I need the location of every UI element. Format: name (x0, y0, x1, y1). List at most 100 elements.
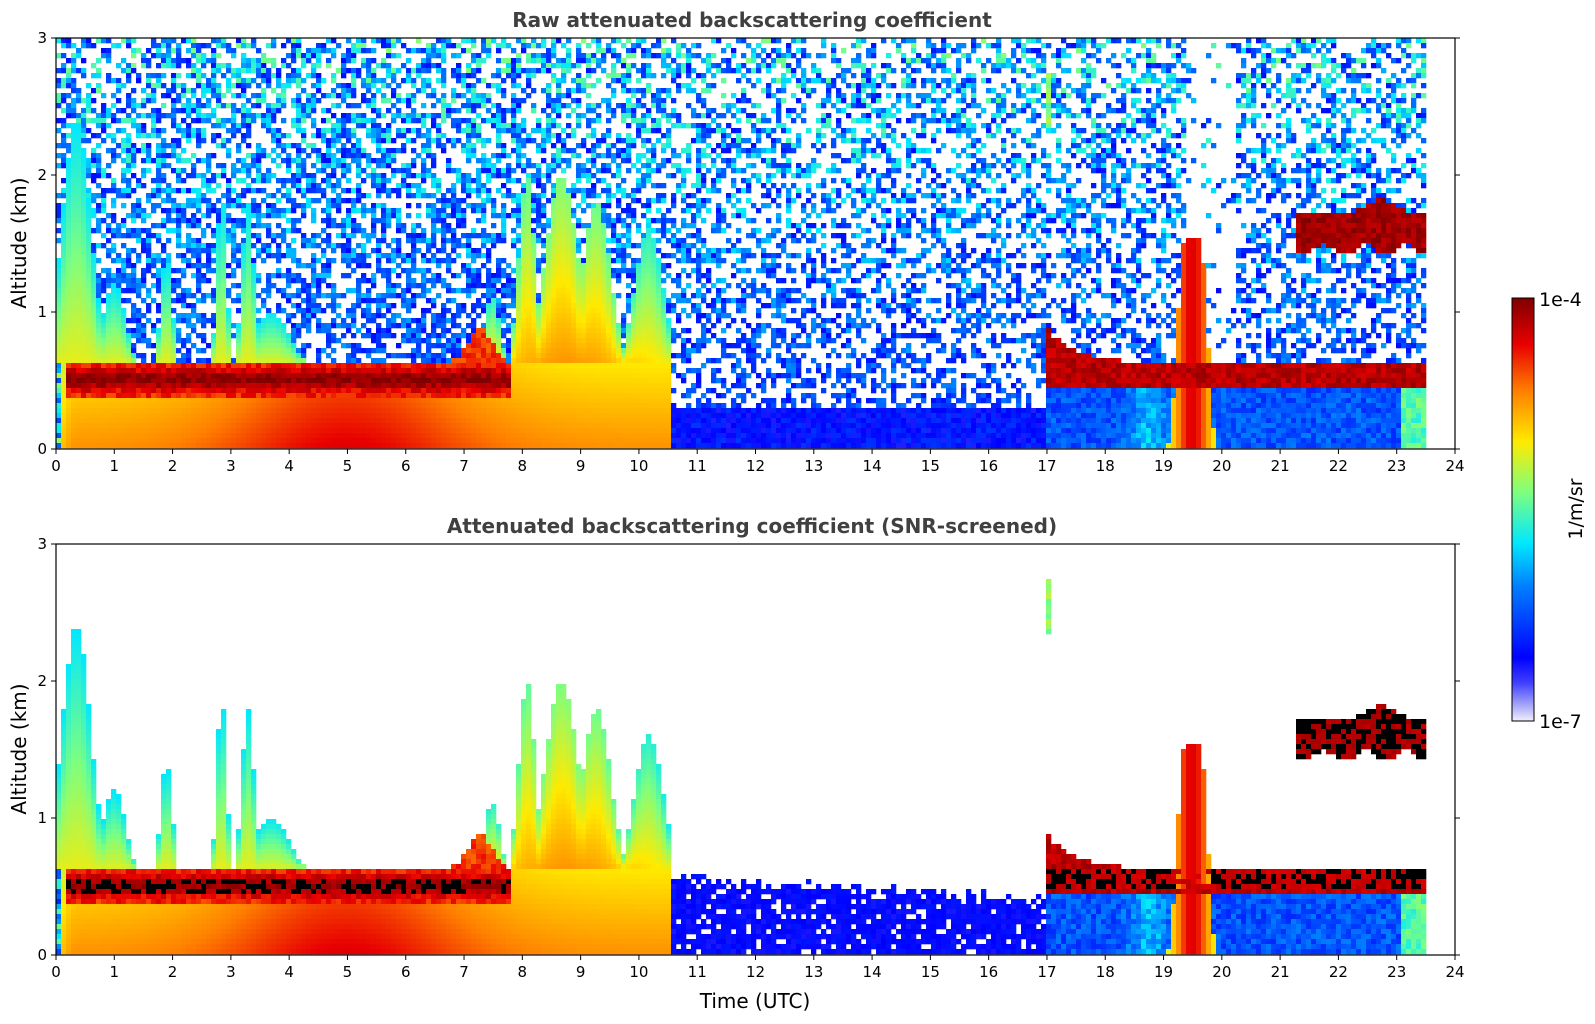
heatmap-cell (321, 408, 327, 414)
heatmap-cell (136, 423, 142, 429)
heatmap-cell (291, 393, 297, 399)
heatmap-cell (311, 178, 317, 184)
heatmap-cell (131, 248, 137, 254)
heatmap-cell (76, 428, 82, 434)
heatmap-cell (421, 383, 427, 389)
heatmap-cell (86, 418, 92, 424)
heatmap-cell (431, 378, 437, 384)
heatmap-cell (326, 343, 332, 349)
heatmap-cell (376, 148, 382, 154)
heatmap-cell (346, 443, 352, 449)
heatmap-cell (191, 243, 197, 249)
heatmap-cell (196, 83, 202, 89)
heatmap-cell (376, 378, 382, 384)
heatmap-cell (196, 298, 202, 304)
heatmap-cell (396, 323, 402, 329)
heatmap-cell (206, 278, 212, 284)
heatmap-cell (216, 183, 222, 189)
heatmap-cell (416, 383, 422, 389)
heatmap-cell (111, 278, 117, 284)
heatmap-cell (391, 283, 397, 289)
heatmap-cell (96, 398, 102, 404)
heatmap-cell (271, 333, 277, 339)
heatmap-cell (321, 163, 327, 169)
heatmap-cell (391, 368, 397, 374)
heatmap-cell (176, 83, 182, 89)
heatmap-cell (426, 298, 432, 304)
heatmap-cell (406, 113, 412, 119)
heatmap-cell (166, 433, 172, 439)
heatmap-cell (161, 158, 167, 164)
heatmap-cell (326, 363, 332, 369)
heatmap-cell (296, 113, 302, 119)
heatmap-cell (136, 308, 142, 314)
heatmap-cell (331, 103, 337, 109)
heatmap-cell (251, 158, 257, 164)
heatmap-cell (481, 38, 487, 44)
heatmap-cell (86, 258, 92, 264)
heatmap-cell (211, 363, 217, 369)
heatmap-cell (71, 438, 77, 444)
heatmap-cell (216, 323, 222, 329)
heatmap-cell (151, 378, 157, 384)
heatmap-cell (291, 198, 297, 204)
heatmap-cell (426, 143, 432, 149)
heatmap-cell (291, 228, 297, 234)
heatmap-cell (241, 193, 247, 199)
heatmap-cell (61, 208, 67, 214)
heatmap-cell (181, 413, 187, 419)
heatmap-cell (361, 168, 367, 174)
heatmap-cell (336, 408, 342, 414)
heatmap-cell (371, 218, 377, 224)
heatmap-cell (476, 93, 482, 99)
heatmap-cell (146, 388, 152, 394)
heatmap-cell (436, 403, 442, 409)
heatmap-cell (241, 373, 247, 379)
heatmap-cell (311, 118, 317, 124)
heatmap-cell (271, 138, 277, 144)
heatmap-cell (311, 83, 317, 89)
heatmap-cell (101, 193, 107, 199)
heatmap-cell (351, 158, 357, 164)
heatmap-cell (396, 83, 402, 89)
heatmap-cell (116, 88, 122, 94)
heatmap-cell (221, 253, 227, 259)
heatmap-cell (146, 308, 152, 314)
heatmap-cell (131, 68, 137, 74)
heatmap-cell (406, 363, 412, 369)
heatmap-cell (486, 258, 492, 264)
heatmap-cell (281, 98, 287, 104)
heatmap-cell (256, 293, 262, 299)
heatmap-cell (411, 158, 417, 164)
heatmap-cell (226, 428, 232, 434)
heatmap-cell (101, 398, 107, 404)
heatmap-cell (466, 248, 472, 254)
heatmap-cell (161, 343, 167, 349)
heatmap-cell (81, 193, 87, 199)
heatmap-cell (416, 423, 422, 429)
heatmap-cell (396, 413, 402, 419)
heatmap-cell (456, 378, 462, 384)
heatmap-cell (101, 368, 107, 374)
heatmap-cell (151, 403, 157, 409)
heatmap-cell (241, 218, 247, 224)
heatmap-cell (106, 323, 112, 329)
heatmap-cell (151, 178, 157, 184)
heatmap-cell (221, 363, 227, 369)
heatmap-cell (336, 413, 342, 419)
heatmap-cell (186, 88, 192, 94)
heatmap-cell (126, 443, 132, 449)
heatmap-cell (356, 243, 362, 249)
heatmap-cell (461, 328, 467, 334)
heatmap-cell (166, 378, 172, 384)
heatmap-cell (256, 278, 262, 284)
heatmap-cell (366, 278, 372, 284)
heatmap-cell (151, 358, 157, 364)
heatmap-cell (96, 363, 102, 369)
heatmap-cell (126, 118, 132, 124)
heatmap-cell (336, 103, 342, 109)
heatmap-cell (236, 258, 242, 264)
heatmap-cell (201, 293, 207, 299)
heatmap-cell (171, 333, 177, 339)
heatmap-cell (76, 93, 82, 99)
